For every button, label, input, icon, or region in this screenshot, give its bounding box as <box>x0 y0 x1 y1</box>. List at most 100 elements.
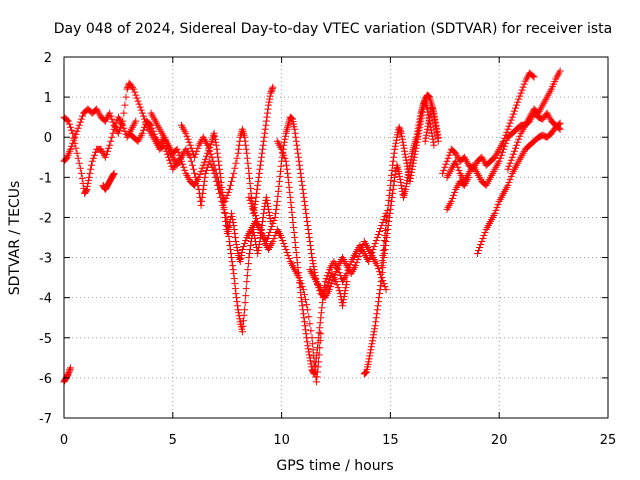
data-point <box>259 141 267 149</box>
data-point <box>256 165 264 173</box>
data-point <box>410 156 418 164</box>
data-point <box>226 181 234 189</box>
data-point <box>307 360 315 368</box>
data-point <box>410 153 418 161</box>
data-point <box>231 229 239 237</box>
data-point <box>296 284 304 292</box>
data-point <box>242 237 250 245</box>
data-point <box>220 203 228 211</box>
data-point <box>378 269 386 277</box>
data-point <box>200 177 208 185</box>
data-point <box>303 338 311 346</box>
data-point <box>262 121 270 129</box>
data-point <box>427 126 435 134</box>
data-point <box>339 302 347 310</box>
data-point <box>241 306 249 314</box>
data-point <box>253 189 261 197</box>
data-point <box>68 142 76 150</box>
data-point <box>247 184 255 192</box>
data-point <box>263 109 271 117</box>
data-point <box>424 92 432 100</box>
data-point <box>378 274 386 282</box>
data-point <box>221 197 229 205</box>
data-point <box>228 212 236 220</box>
data-point <box>433 127 441 135</box>
data-point <box>285 255 293 263</box>
data-point <box>453 160 461 168</box>
data-point <box>250 208 258 216</box>
data-point <box>318 299 326 307</box>
data-point <box>199 185 207 193</box>
data-point <box>382 286 390 294</box>
data-point <box>305 313 313 321</box>
data-point <box>198 197 206 205</box>
data-point <box>506 175 514 183</box>
axis-ticks: 0 5 10 15 20 25 -7 -6 -5 -4 -3 -2 -1 0 1 2 <box>39 51 616 448</box>
data-point <box>246 174 254 182</box>
data-point <box>241 137 249 145</box>
data-point <box>386 186 394 194</box>
data-point <box>505 162 513 170</box>
data-point <box>366 255 374 263</box>
data-point <box>232 294 240 302</box>
data-point <box>254 217 262 225</box>
data-point <box>183 132 191 140</box>
data-point <box>501 142 509 150</box>
data-point <box>287 198 295 206</box>
data-point <box>346 261 354 269</box>
data-point <box>184 135 192 143</box>
data-point <box>367 346 375 354</box>
data-point <box>110 170 118 178</box>
data-point <box>473 250 481 258</box>
data-point <box>506 119 514 127</box>
data-point <box>390 149 398 157</box>
data-point <box>228 177 236 185</box>
data-point <box>517 89 525 97</box>
data-point <box>212 169 220 177</box>
data-point <box>266 211 274 219</box>
data-point <box>253 185 261 193</box>
data-point <box>480 231 488 239</box>
data-point <box>296 161 304 169</box>
data-point <box>87 165 95 173</box>
data-point <box>201 173 209 181</box>
data-point <box>318 304 326 312</box>
data-point <box>431 115 439 123</box>
y-tick-label: 0 <box>44 131 52 146</box>
data-point <box>281 154 289 162</box>
data-point <box>323 282 331 290</box>
data-point <box>300 291 308 299</box>
data-point <box>309 257 317 265</box>
data-point <box>72 144 80 152</box>
data-point <box>302 330 310 338</box>
data-point <box>129 84 137 92</box>
data-point <box>556 125 564 133</box>
data-point <box>282 246 290 254</box>
data-point <box>429 138 437 146</box>
data-point <box>315 334 323 342</box>
data-point <box>255 220 263 228</box>
data-point <box>476 244 484 252</box>
data-point <box>123 85 131 93</box>
data-point <box>65 367 73 375</box>
data-point <box>317 309 325 317</box>
data-point <box>209 157 217 165</box>
data-point <box>440 166 448 174</box>
data-point <box>314 344 322 352</box>
x-tick-label: 0 <box>60 433 68 448</box>
data-point <box>316 319 324 327</box>
data-point <box>372 318 380 326</box>
data-point <box>213 149 221 157</box>
data-point <box>255 169 263 177</box>
data-point <box>75 121 83 129</box>
data-point <box>290 228 298 236</box>
data-point <box>302 326 310 334</box>
data-point <box>380 242 388 250</box>
data-point <box>136 103 144 111</box>
data-point <box>252 193 260 201</box>
data-point <box>211 132 219 140</box>
data-point <box>67 364 75 372</box>
data-point <box>107 112 115 120</box>
data-point <box>230 169 238 177</box>
data-point <box>299 189 307 197</box>
